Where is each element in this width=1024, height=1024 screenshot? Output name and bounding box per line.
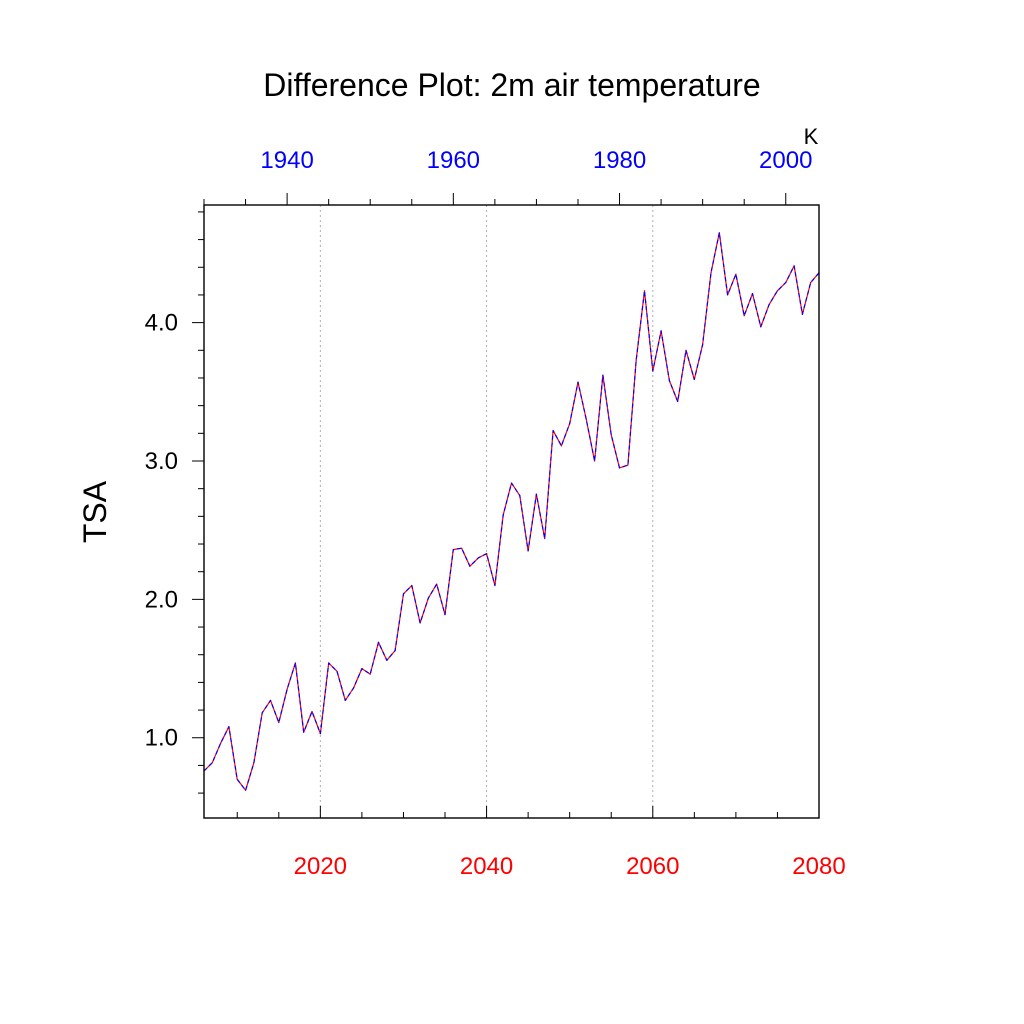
data-point (527, 550, 529, 552)
data-point (402, 593, 405, 595)
units-label: K (804, 124, 819, 149)
data-point (535, 493, 538, 495)
data-point (311, 710, 313, 713)
data-point (618, 467, 621, 469)
data-point (361, 668, 363, 670)
data-point (286, 688, 288, 690)
data-point (394, 650, 396, 652)
data-point (652, 370, 654, 372)
data-point (427, 597, 429, 599)
data-point (760, 326, 762, 328)
data-point (461, 547, 463, 549)
x-tick-label-top: 1960 (427, 147, 480, 174)
data-point (486, 553, 488, 555)
data-point (411, 584, 413, 587)
data-point (610, 434, 612, 436)
data-point (751, 293, 754, 295)
y-tick-label: 1.0 (145, 725, 178, 752)
data-point (303, 731, 305, 733)
data-point (693, 378, 695, 380)
data-point (344, 699, 346, 702)
data-point (677, 400, 679, 403)
data-point (353, 687, 355, 689)
data-point (502, 514, 504, 516)
x-tick-label-top: 2000 (759, 147, 812, 174)
data-point (810, 281, 812, 284)
data-point (577, 381, 579, 383)
data-point (519, 495, 521, 497)
data-point (776, 290, 779, 292)
data-point (710, 272, 712, 274)
series-layer (203, 232, 820, 791)
data-point (735, 273, 737, 275)
data-point (801, 313, 804, 315)
data-point (702, 344, 704, 346)
data-point (228, 726, 230, 728)
data-point (294, 662, 296, 664)
chart-title: Difference Plot: 2m air temperature (263, 67, 760, 103)
plot-frame (203, 204, 820, 819)
data-point (785, 281, 787, 284)
series-line-overlay (203, 232, 820, 791)
data-point (386, 659, 388, 661)
data-point (685, 349, 687, 351)
data-point (278, 721, 280, 724)
data-point (768, 304, 770, 306)
data-point (569, 423, 571, 425)
data-point (436, 583, 438, 585)
data-point (643, 290, 646, 292)
data-point (660, 330, 662, 332)
x-tick-label-top: 1980 (593, 147, 646, 174)
data-point (594, 460, 596, 462)
series-line-base (203, 232, 820, 791)
data-point (477, 557, 479, 559)
x-tick-label-bottom: 2040 (460, 853, 513, 880)
x-tick-label-bottom: 2020 (294, 853, 347, 880)
data-point (444, 614, 446, 616)
data-point (668, 380, 671, 382)
data-point (560, 445, 563, 447)
data-point (544, 537, 546, 540)
data-point (328, 662, 330, 664)
data-point (627, 464, 629, 466)
data-point (494, 584, 496, 587)
data-point (469, 565, 471, 567)
data-point (336, 670, 338, 672)
data-point (419, 622, 421, 624)
data-point (727, 294, 729, 296)
x-tick-label-bottom: 2080 (792, 853, 845, 880)
x-tick-label-top: 1940 (260, 147, 313, 174)
y-tick-label: 4.0 (145, 310, 178, 337)
data-point (236, 778, 238, 780)
data-point (585, 418, 587, 421)
grid-layer (319, 205, 654, 818)
data-point (793, 265, 795, 267)
data-point (269, 699, 272, 702)
data-point (743, 315, 745, 317)
data-point (261, 712, 263, 714)
data-point (369, 673, 371, 675)
data-point (635, 359, 637, 361)
data-point (220, 742, 222, 744)
axes-layer: 2020 2040 2060 2080 1940 1960 1980 2000 1.0 2.0 3.… (145, 147, 846, 880)
data-point (211, 762, 213, 764)
data-point (510, 482, 513, 484)
data-point (253, 762, 255, 764)
y-axis-label: TSA (77, 480, 113, 543)
data-point (602, 374, 604, 376)
data-point (452, 549, 454, 551)
x-tick-label-bottom: 2060 (626, 853, 679, 880)
y-tick-label: 2.0 (145, 586, 178, 613)
data-point (718, 232, 720, 234)
data-point (552, 430, 554, 432)
data-point (245, 789, 247, 791)
data-point (319, 733, 321, 735)
y-tick-label: 3.0 (145, 448, 178, 475)
data-point (377, 641, 380, 643)
